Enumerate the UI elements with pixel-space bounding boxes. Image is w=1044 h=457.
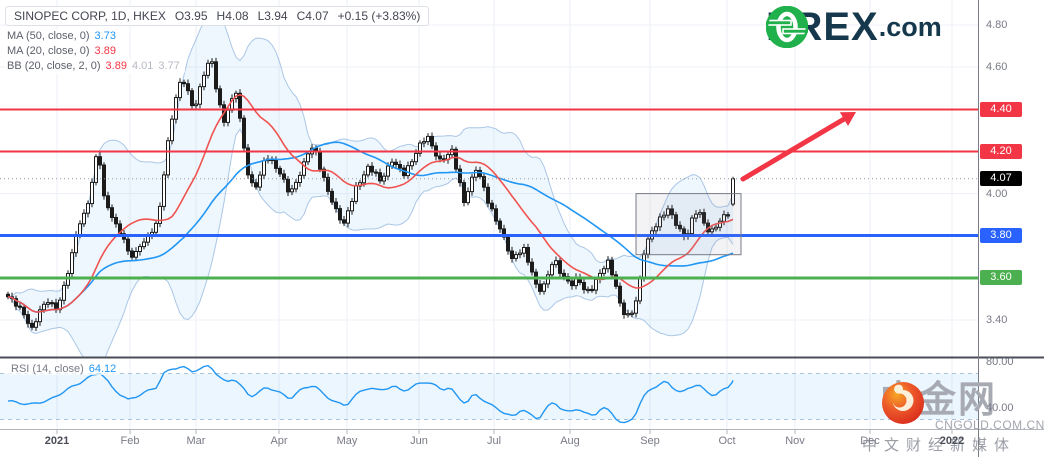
price-tick-4.60: 4.60 [986, 61, 1008, 74]
current-price-badge: 4.07 [980, 171, 1022, 187]
indicator-label: MA (50, close, 0) [7, 30, 90, 42]
level-lines[interactable] [0, 108, 978, 280]
cngold-watermark: 中金网 CNGOLD.COM.CN 中文财经新媒体 [862, 380, 1044, 455]
time-label-May: May [336, 435, 358, 447]
ohlc-change: +0.15 (+3.83%) [337, 9, 421, 23]
time-label-Nov: Nov [785, 435, 805, 447]
time-label-Feb: Feb [120, 435, 140, 447]
rsi-value: 64.12 [88, 363, 117, 375]
indicator-value: 3.73 [94, 30, 116, 42]
level-badge-3.60: 3.60 [980, 270, 1022, 286]
level-badge-3.80: 3.80 [980, 228, 1022, 244]
forex-logo: F REX .com [766, 6, 942, 48]
symbol-header[interactable]: SINOPEC CORP, 1D, HKEX O3.95 H4.08 L3.94… [5, 6, 430, 26]
cngold-domain: CNGOLD.COM.CN [935, 418, 1044, 432]
indicator-row[interactable]: BB (20, close, 2, 0) 3.89 4.01 3.77 [5, 59, 185, 74]
time-label-Oct: Oct [718, 435, 736, 447]
level-badge-4.40: 4.40 [980, 101, 1022, 117]
time-label-Dec: Dec [860, 435, 880, 447]
time-axis[interactable]: 2021 Feb Mar Apr May Jun Jul Aug Sep Oct Nov Dec 202… [0, 429, 978, 457]
rsi-line [7, 365, 734, 424]
bollinger-lower [7, 128, 734, 357]
indicator-row[interactable]: MA (50, close, 0) 3.73 [5, 29, 121, 44]
indicator-label: MA (20, close, 0) [7, 45, 90, 57]
indicator-row[interactable]: MA (20, close, 0) 3.89 [5, 44, 121, 59]
ma-line-ma50 [7, 141, 734, 313]
price-tick-4.00: 4.00 [986, 187, 1008, 200]
time-label-Aug: Aug [560, 435, 580, 447]
indicator-legend: MA (50, close, 0) 3.73 MA (20, close, 0) 3.… [5, 29, 429, 74]
ohlc-open: O3.95 [174, 9, 208, 23]
time-label-Sep: Sep [640, 435, 660, 447]
time-label-2022: 2022 [939, 435, 965, 447]
indicator-value: 3.89 [105, 60, 127, 72]
forex-logo-com: .com [878, 12, 942, 42]
consolidation-box[interactable] [635, 193, 742, 256]
time-label-Jul: Jul [486, 435, 502, 447]
level-badge-4.20: 4.20 [980, 143, 1022, 159]
ohlc-close: C4.07 [296, 9, 329, 23]
rsi-tick-40.00: 40.00 [986, 402, 1014, 414]
indicator-value: 3.89 [94, 45, 116, 57]
cngold-tagline: 中文财经新媒体 [862, 437, 1017, 454]
indicator-label: BB (20, close, 2, 0) [7, 60, 101, 72]
time-label-Jun: Jun [410, 435, 428, 447]
rsi-band [0, 373, 978, 420]
trend-arrow-head [839, 112, 856, 127]
ohlc-low: L3.94 [257, 9, 288, 23]
rsi-label: RSI (14, close) [11, 363, 84, 375]
trend-arrow[interactable] [740, 116, 847, 182]
price-axis[interactable]: 4.80 4.60 4.00 3.40 4.40 4.20 3.80 3.60 4.07 80.0… [978, 0, 1044, 457]
symbol-legend: SINOPEC CORP, 1D, HKEX O3.95 H4.08 L3.94… [5, 6, 430, 74]
rsi-tick-80.00: 80.00 [986, 356, 1014, 368]
price-tick-3.40: 3.40 [986, 313, 1008, 326]
symbol-title: SINOPEC CORP, 1D, HKEX [14, 9, 166, 23]
indicator-value: 3.77 [158, 60, 180, 72]
time-label-Mar: Mar [186, 435, 206, 447]
rsi-legend[interactable]: RSI (14, close) 64.12 [7, 363, 121, 375]
time-label-2021: 2021 [44, 435, 70, 447]
indicator-value: 4.01 [131, 60, 154, 72]
rsi-pane [0, 365, 978, 424]
ohlc-high: H4.08 [216, 9, 249, 23]
price-tick-4.80: 4.80 [986, 19, 1008, 31]
time-label-Apr: Apr [270, 435, 288, 447]
